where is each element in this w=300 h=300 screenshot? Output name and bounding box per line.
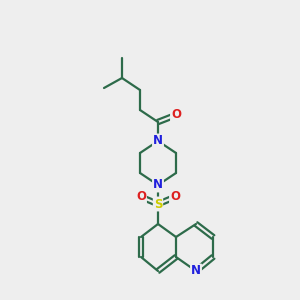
Text: O: O	[136, 190, 146, 203]
Text: N: N	[191, 265, 201, 278]
Text: O: O	[171, 109, 181, 122]
Text: S: S	[154, 197, 162, 211]
Text: N: N	[153, 178, 163, 191]
Text: N: N	[153, 134, 163, 148]
Text: O: O	[170, 190, 180, 203]
